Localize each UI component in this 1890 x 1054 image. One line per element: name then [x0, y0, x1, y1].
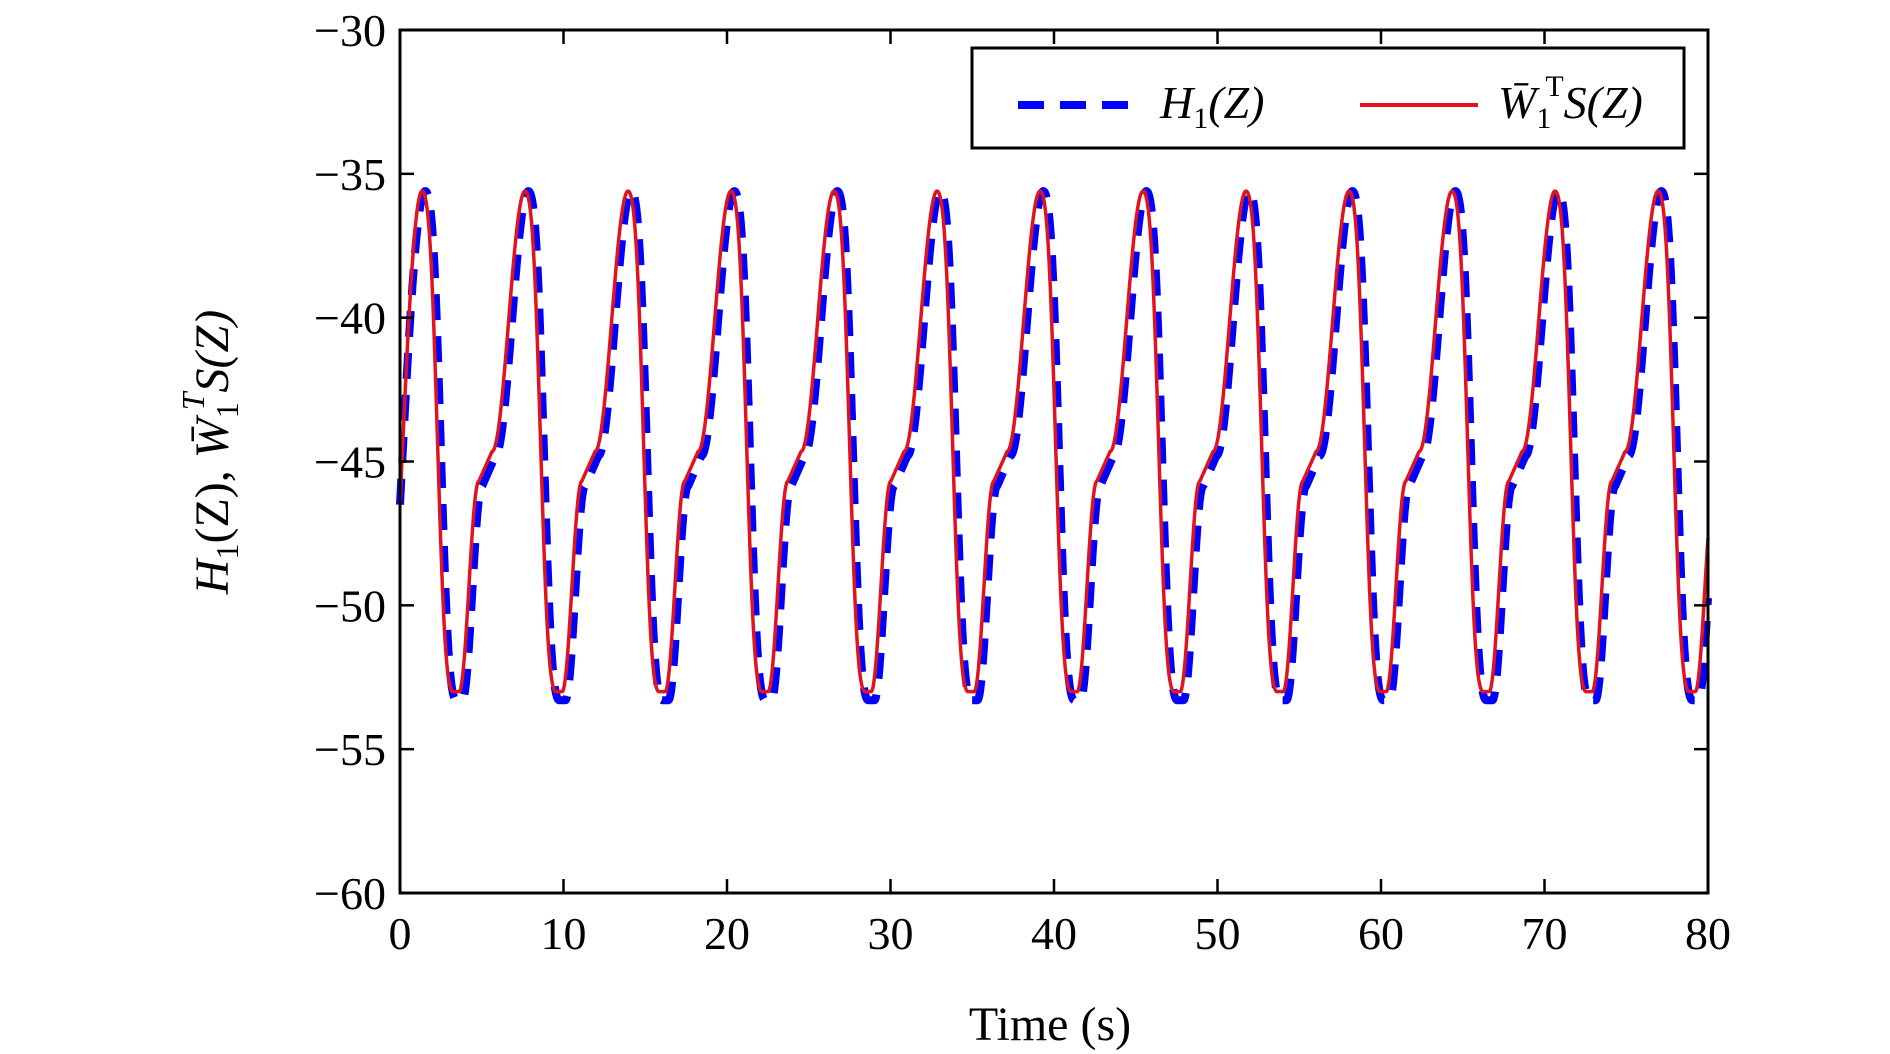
series-line-h1: [396, 187, 1712, 705]
ticks-layer: 0 10 20 30 40 50 60 70 80 −60 −55 −50 −45 −40 −35 −30: [314, 5, 1731, 959]
y-tick-label: −35: [314, 149, 386, 200]
x-tick-label: 40: [1031, 908, 1077, 959]
series-line-w1ts: [398, 189, 1710, 694]
y-tick-label: −45: [314, 437, 386, 488]
y-tick-label: −60: [314, 868, 386, 919]
legend: H1(Z) W̄1TS(Z): [970, 46, 1686, 150]
y-tick-label: −30: [314, 5, 386, 56]
x-tick-label: 80: [1685, 908, 1731, 959]
y-tick-label: −55: [314, 724, 386, 775]
y-axis-label: H1(Z), W̄1TS(Z): [175, 310, 245, 595]
x-tick-label: 20: [704, 908, 750, 959]
x-tick-label: 10: [541, 908, 587, 959]
x-tick-label: 70: [1522, 908, 1568, 959]
x-tick-label: 50: [1195, 908, 1241, 959]
x-tick-label: 60: [1358, 908, 1404, 959]
legend-label-h1: H1(Z): [1159, 77, 1264, 135]
x-axis-label: Time (s): [969, 998, 1131, 1051]
x-tick-label: 30: [868, 908, 914, 959]
legend-label-w1ts: W̄1TS(Z): [1498, 70, 1643, 135]
legend-box: [970, 46, 1686, 150]
series-layer: [396, 187, 1712, 705]
y-tick-label: −50: [314, 580, 386, 631]
x-tick-label: 0: [389, 908, 412, 959]
y-tick-label: −40: [314, 293, 386, 344]
